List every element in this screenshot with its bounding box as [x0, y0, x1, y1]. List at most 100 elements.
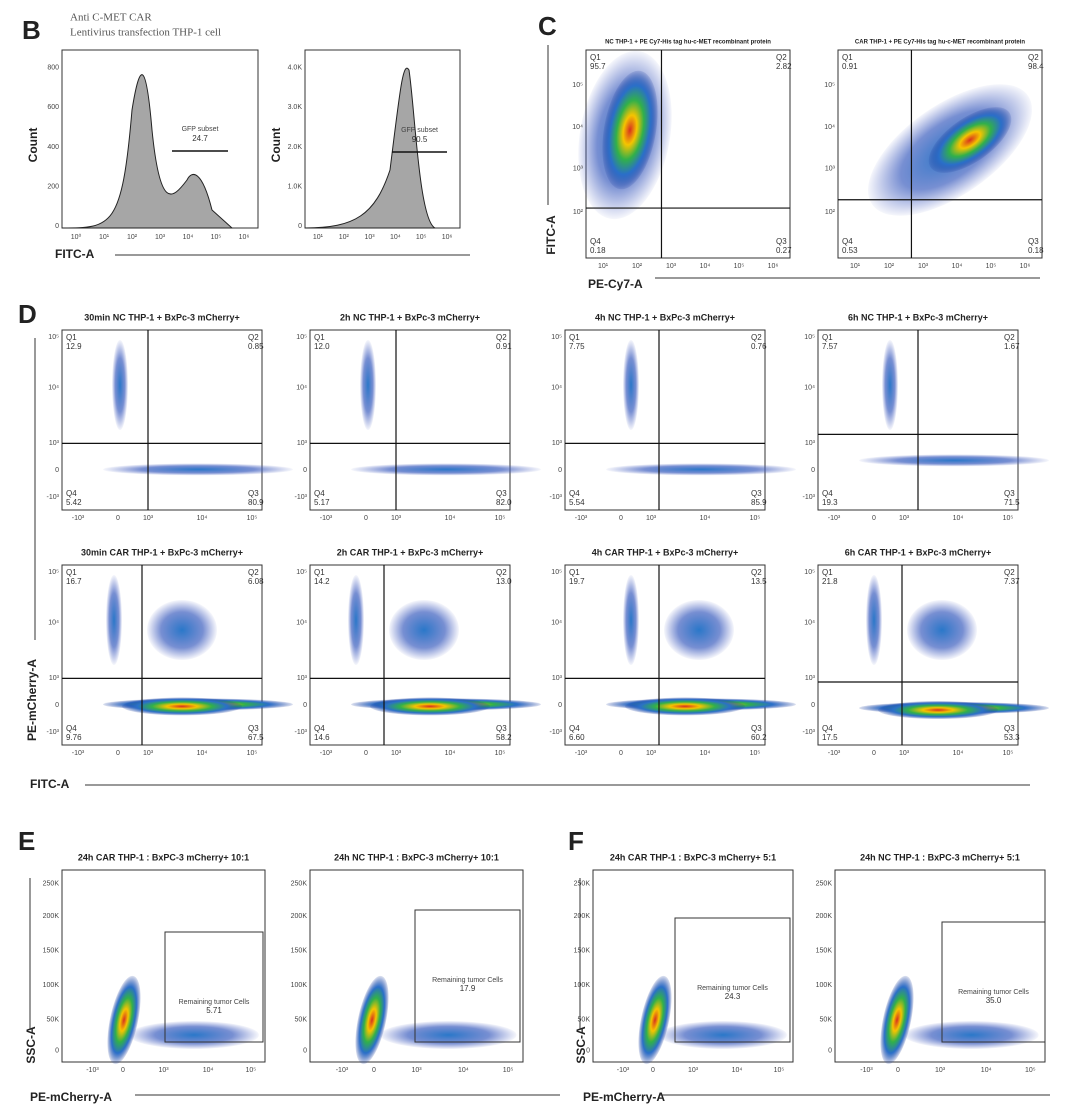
y-tick-label: 0 [298, 223, 302, 230]
y-tick-label: 10⁴ [804, 384, 815, 391]
histogram [61, 74, 234, 229]
density-cloud [904, 1021, 1039, 1049]
y-tick-label: 10⁴ [551, 384, 562, 391]
y-tick-label: 0 [55, 467, 59, 474]
y-tick-label: 250K [43, 880, 60, 887]
quadrant-value: 80.9 [248, 498, 264, 507]
x-axis-label: PE-mCherry-A [30, 1090, 112, 1104]
y-tick-label: 100K [574, 982, 591, 989]
density-cloud [355, 975, 389, 1065]
quadrant-value: 7.57 [822, 342, 838, 351]
density-cloud [107, 975, 141, 1065]
plot-frame [564, 329, 766, 511]
quadrant-value: 7.75 [569, 342, 585, 351]
x-tick-label: -10³ [72, 750, 85, 757]
x-axis-label: FITC-A [55, 247, 95, 261]
y-tick-label: 800 [47, 65, 59, 72]
plot-frame [61, 564, 263, 746]
x-tick-label: 10³ [391, 750, 402, 757]
quadrant-value: 7.37 [1004, 577, 1020, 586]
x-tick-label: 10⁵ [495, 750, 506, 757]
x-tick-label: -10³ [860, 1067, 873, 1074]
density-cloud [625, 697, 745, 716]
density-cloud [907, 600, 977, 660]
quadrant-value: 6.08 [248, 577, 264, 586]
histogram [304, 67, 436, 229]
quadrant-name: Q1 [822, 333, 833, 342]
x-tick-label: 10² [632, 263, 643, 270]
y-tick-label: 10³ [49, 675, 60, 682]
quadrant-name: Q2 [496, 568, 507, 577]
y-tick-label: 0 [55, 702, 59, 709]
quadrant-value: 95.7 [590, 62, 606, 71]
x-tick-label: 0 [121, 1067, 125, 1074]
gate-label: Remaining tumor Cells [958, 989, 1029, 996]
x-tick-label: 10⁵ [211, 234, 222, 241]
x-tick-label: 0 [372, 1067, 376, 1074]
y-tick-label: 1.0K [288, 183, 303, 190]
y-tick-label: 150K [816, 947, 833, 954]
y-tick-label: 150K [43, 947, 60, 954]
quadrant-name: Q3 [248, 724, 259, 733]
density-cloud [112, 340, 128, 430]
y-tick-label: 50K [47, 1017, 60, 1024]
x-tick-label: 10³ [143, 515, 154, 522]
quadrant-value: 0.53 [842, 246, 858, 255]
x-tick-label: 10⁴ [732, 1067, 743, 1074]
y-tick-label: 200 [47, 183, 59, 190]
y-tick-label: 10⁴ [296, 384, 307, 391]
x-tick-label: 10³ [391, 515, 402, 522]
panel-letter: F [568, 826, 584, 856]
x-tick-label: 10⁵ [1003, 515, 1014, 522]
quadrant-name: Q2 [751, 568, 762, 577]
plot-title: 24h NC THP-1 : BxPC-3 mCherry+ 5:1 [860, 852, 1020, 862]
quadrant-value: 5.54 [569, 498, 585, 507]
x-tick-label: 0 [619, 515, 623, 522]
plot-title: 4h CAR THP-1 + BxPc-3 mCherry+ [592, 547, 739, 557]
x-tick-label: 10³ [918, 263, 929, 270]
gate [674, 917, 791, 1043]
quadrant-name: Q1 [569, 333, 580, 342]
x-tick-label: -10³ [320, 750, 333, 757]
x-tick-label: 10² [339, 234, 350, 241]
x-tick-label: 0 [651, 1067, 655, 1074]
x-tick-label: 10⁵ [734, 263, 745, 270]
x-tick-label: -10³ [336, 1067, 349, 1074]
y-tick-label: 10⁵ [804, 334, 815, 341]
y-tick-label: 2.0K [288, 144, 303, 151]
quadrant-name: Q2 [248, 568, 259, 577]
y-tick-label: 0 [558, 467, 562, 474]
x-tick-label: 10¹ [598, 263, 609, 270]
y-tick-label: 10⁵ [551, 569, 562, 576]
y-tick-label: -10³ [295, 494, 308, 501]
quadrant-name: Q1 [66, 568, 77, 577]
quadrant-value: 82.0 [496, 498, 512, 507]
y-tick-label: 10³ [805, 675, 816, 682]
x-tick-label: -10³ [320, 515, 333, 522]
plot-frame [564, 564, 766, 746]
y-tick-label: 100K [816, 982, 833, 989]
quadrant-name: Q4 [822, 489, 833, 498]
gate-value: 90.5 [412, 135, 428, 144]
quadrant-name: Q3 [1004, 724, 1015, 733]
quadrant-value: 1.67 [1004, 342, 1020, 351]
y-tick-label: 10⁵ [48, 334, 59, 341]
y-tick-label: 0 [303, 702, 307, 709]
gate-label: GFP subset [182, 126, 219, 133]
x-tick-label: 10³ [899, 515, 910, 522]
y-tick-label: 10⁵ [804, 569, 815, 576]
y-tick-label: 10² [573, 209, 584, 216]
y-tick-label: 10⁵ [48, 569, 59, 576]
quadrant-value: 67.5 [248, 733, 264, 742]
y-tick-label: -10³ [47, 494, 60, 501]
density-cloud [122, 697, 242, 716]
x-tick-label: 10⁵ [245, 1067, 256, 1074]
density-cloud [882, 340, 898, 430]
x-tick-label: 10¹ [850, 263, 861, 270]
plot-title: CAR THP-1 + PE Cy7-His tag hu-c-MET reco… [855, 40, 1026, 46]
plot-frame [309, 564, 511, 746]
y-tick-label: 150K [291, 947, 308, 954]
x-tick-label: -10³ [828, 515, 841, 522]
x-tick-label: -10³ [617, 1067, 630, 1074]
x-tick-label: 0 [619, 750, 623, 757]
